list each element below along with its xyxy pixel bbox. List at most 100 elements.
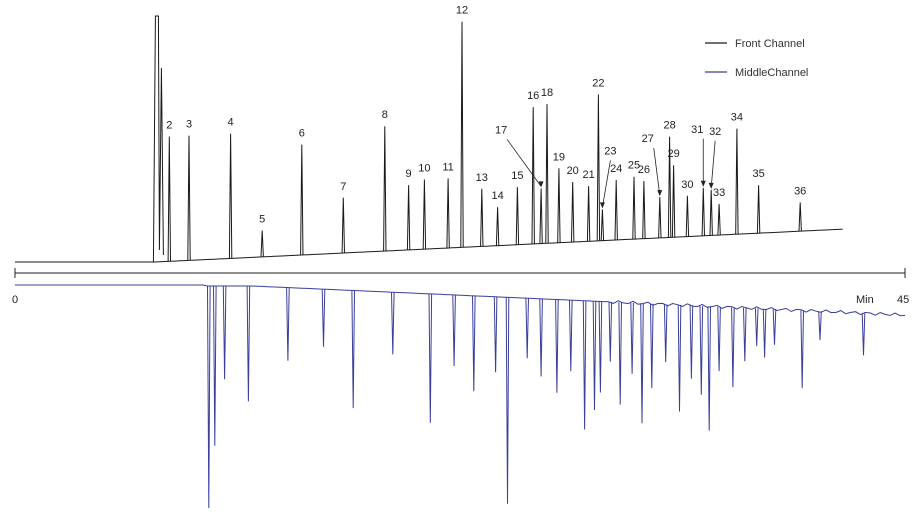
middle-peak-39 — [861, 313, 866, 356]
middle-peak-12 — [493, 296, 498, 373]
time-axis: 0 Min 45 — [12, 268, 909, 306]
front-peak-3 — [187, 135, 191, 261]
front-peak-33 — [717, 203, 721, 236]
middle-peak-4 — [246, 285, 251, 402]
middle-peak-24 — [640, 303, 644, 424]
front-peak-label-18: 18 — [541, 87, 553, 99]
front-peak-arrowhead-27 — [657, 190, 663, 197]
middle-peak-22 — [618, 302, 622, 405]
middle-peak-6 — [321, 289, 326, 347]
middle-peak-20 — [598, 301, 603, 393]
front-peak-9 — [406, 185, 411, 250]
legend: Front Channel MiddleChannel — [705, 38, 808, 79]
front-channel-baseline — [15, 228, 843, 263]
middle-peak-36 — [772, 309, 777, 345]
front-peak-arrowhead-23 — [599, 202, 605, 209]
front-peak-14 — [495, 207, 500, 246]
front-peak-label-11: 11 — [442, 161, 453, 173]
front-peak-20 — [571, 181, 575, 243]
front-peak-label-24: 24 — [610, 163, 622, 175]
front-peak-22 — [596, 94, 601, 241]
front-peak-24 — [614, 179, 618, 241]
middle-peak-27 — [677, 304, 682, 412]
front-peak-label-4: 4 — [228, 117, 234, 129]
middle-peak-1 — [207, 285, 211, 509]
front-peak-arrow-23 — [602, 160, 611, 208]
front-peak-31 — [701, 187, 705, 236]
front-peak-28 — [667, 136, 672, 238]
front-peak-18 — [545, 104, 549, 244]
front-peak-label-15: 15 — [511, 170, 523, 182]
front-peak-25 — [632, 176, 636, 240]
front-peak-32 — [709, 189, 713, 236]
middle-peak-33 — [743, 307, 747, 362]
middle-peak-9 — [428, 293, 433, 423]
middle-peak-8 — [391, 292, 395, 355]
front-peak-label-14: 14 — [491, 190, 503, 202]
legend-front-label: Front Channel — [735, 38, 805, 50]
front-peak-23 — [600, 209, 605, 241]
front-peak-label-22: 22 — [592, 77, 604, 89]
front-peak-13 — [480, 188, 484, 247]
front-peak-30 — [685, 195, 690, 237]
middle-peak-15 — [539, 298, 543, 377]
middle-peak-11 — [472, 295, 476, 392]
legend-middle-label: MiddleChannel — [735, 67, 808, 79]
middle-peak-3 — [222, 285, 227, 380]
middle-peak-35 — [762, 308, 767, 358]
front-peak-label-3: 3 — [186, 119, 192, 131]
middle-peak-34 — [754, 308, 759, 347]
front-peak-27 — [658, 197, 662, 238]
front-peak-label-35: 35 — [752, 168, 764, 180]
front-peak-19 — [557, 168, 561, 243]
front-peak-label-2: 2 — [166, 120, 172, 132]
front-peak-arrow-32 — [710, 140, 716, 188]
middle-peak-10 — [452, 294, 456, 367]
front-peak-label-12: 12 — [456, 5, 468, 17]
front-peak-label-19: 19 — [553, 151, 565, 163]
x-start-label: 0 — [12, 294, 18, 306]
front-solvent-peak — [152, 15, 164, 263]
front-peak-7 — [341, 197, 345, 254]
front-peak-label-23: 23 — [604, 145, 616, 157]
middle-peak-28 — [689, 305, 694, 379]
front-peak-12 — [460, 21, 464, 248]
front-peak-arrow-17 — [506, 139, 542, 187]
middle-peak-16 — [555, 299, 559, 393]
front-peak-34 — [735, 128, 739, 235]
front-peak-arrowhead-32 — [708, 182, 714, 189]
front-peak-label-17: 17 — [495, 124, 507, 136]
middle-peak-37 — [800, 310, 804, 389]
middle-peak-38 — [818, 311, 822, 341]
front-peak-label-13: 13 — [476, 172, 488, 184]
front-peak-17 — [539, 188, 543, 244]
front-peak-arrow-27 — [653, 148, 661, 196]
front-peak-label-34: 34 — [731, 112, 743, 124]
front-peak-label-28: 28 — [663, 120, 675, 132]
front-peak-6 — [300, 144, 304, 256]
front-peak-label-16: 16 — [527, 90, 539, 102]
front-peak-label-21: 21 — [582, 169, 594, 181]
x-end-label: 45 — [897, 294, 909, 306]
front-peak-29 — [671, 165, 676, 238]
front-peak-label-10: 10 — [418, 163, 430, 175]
middle-peak-14 — [525, 298, 529, 359]
middle-peak-29 — [699, 305, 704, 395]
front-peak-16 — [531, 107, 535, 244]
front-peak-5 — [260, 230, 264, 257]
front-peak-label-7: 7 — [340, 181, 346, 193]
middle-peak-31 — [717, 306, 721, 372]
middle-peak-21 — [608, 301, 613, 362]
front-peak-label-33: 33 — [713, 187, 725, 199]
front-peak-35 — [756, 185, 761, 234]
front-peak-label-9: 9 — [406, 168, 412, 180]
front-peak-label-36: 36 — [794, 185, 806, 197]
front-peak-2 — [167, 136, 171, 262]
front-peak-label-30: 30 — [681, 179, 693, 191]
middle-peak-30 — [707, 306, 711, 431]
middle-peak-26 — [663, 304, 668, 363]
front-peak-label-32: 32 — [709, 126, 721, 138]
middle-peak-5 — [286, 287, 290, 361]
